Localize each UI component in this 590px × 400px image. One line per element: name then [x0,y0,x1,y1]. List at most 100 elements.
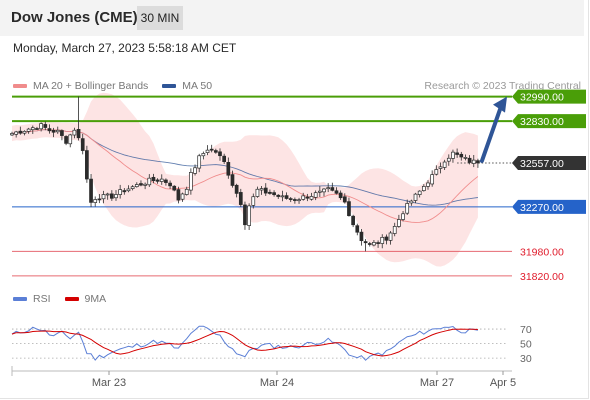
candle-body [367,243,372,245]
candle [421,184,426,192]
candle-body [326,187,331,190]
ma20-legend-label: MA 20 + Bollinger Bands [33,80,149,92]
candle-body [251,196,256,206]
candle-body [93,199,98,203]
candle-body [55,129,60,133]
candle-body [434,169,439,175]
candle-body [426,182,430,187]
candle [114,190,118,201]
rsi-ma-swatch [64,297,79,301]
candle-body [471,159,476,164]
projection-arrow [479,96,507,163]
candle-body [184,188,189,195]
candle-body [134,184,139,188]
time-axis: Mar 23 Mar 24 Mar 27 Apr 5 [11,366,516,389]
candle-body [272,192,276,196]
candle [51,127,56,138]
level-lines [12,95,512,277]
rsi-guide-label-30: 30 [520,353,532,365]
candle-body [147,177,152,186]
candle [101,190,106,204]
candle [164,178,168,186]
candle [409,199,414,206]
candle-body [430,174,435,185]
candle-body [355,225,360,233]
candle-body [197,155,202,169]
candle-body [109,193,114,199]
level-tag-4: 31820.00 [520,271,564,283]
candle-body [39,123,43,130]
ma50-swatch [162,84,177,88]
level-tag-0: 32990.00 [512,89,586,104]
candle-body [218,151,222,157]
level-tag-0-text: 32990.00 [520,92,564,104]
candle-body [80,138,85,151]
candle [218,148,222,161]
candle-body [238,192,243,205]
candle-body [176,189,181,201]
candle-body [259,188,264,191]
candle-body [313,192,318,198]
timeframe-button[interactable]: 30 MIN [137,6,183,30]
level-tag-2-box [512,199,586,214]
candle-body [363,241,368,244]
candle [263,183,268,196]
candle-body [263,187,268,194]
candle [97,194,102,204]
candle [105,192,110,200]
candle [201,151,206,160]
candle-body [35,128,39,130]
price-labels: 32990.00 32830.00 32270.00 31980.00 31820.00… [512,89,586,283]
candle [234,183,239,198]
candle [413,192,418,204]
candle [226,157,231,179]
candle [172,185,177,192]
candle-body [201,153,206,157]
candle [342,193,347,204]
time-label-1: Mar 24 [260,377,294,389]
candle [442,159,447,171]
candle [189,168,193,195]
candle-body [359,231,364,242]
candle-body [392,226,397,234]
current-price-tag-box [512,155,586,170]
candle-body [446,157,451,162]
candle-body [421,186,426,191]
main-legend: MA 20 + Bollinger Bands MA 50 [13,80,212,92]
candle [322,188,326,197]
candle [284,192,289,200]
rsi-ma-legend-label: 9MA [84,293,107,305]
candle-body [26,128,31,132]
time-label-0: Mar 23 [92,377,126,389]
credit-text: Research © 2023 Trading Central [424,80,581,92]
candle-body [118,189,123,195]
level-tag-1-text: 32830.00 [520,116,564,128]
arrow-head [493,96,507,113]
candle-body [205,149,210,153]
candle [301,192,306,201]
candle-body [151,176,156,182]
candle [388,230,393,245]
candle [351,214,355,228]
candle [80,133,85,155]
candle [326,183,331,193]
candle [159,174,164,185]
candle-body [376,242,380,244]
candle-body [409,200,414,204]
candle-body [384,236,389,241]
candle-body [405,203,410,214]
candle [451,149,455,163]
current-price-tag: 32557.00 [512,155,586,170]
level-tag-2: 32270.00 [512,199,586,214]
candle [309,192,314,201]
candle [338,190,343,200]
candle [459,151,464,161]
candle-body [226,162,231,176]
level-tag-1: 32830.00 [512,114,586,129]
candle [68,133,73,148]
candle [147,174,152,188]
candle-body [213,150,218,153]
candle-body [301,195,306,200]
candle [317,186,322,197]
candle [359,228,364,246]
